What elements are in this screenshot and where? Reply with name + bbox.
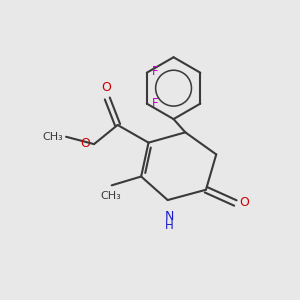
Text: F: F — [152, 97, 159, 110]
Text: O: O — [81, 137, 91, 150]
Text: O: O — [101, 81, 111, 94]
Text: CH₃: CH₃ — [100, 190, 121, 201]
Text: F: F — [152, 65, 159, 78]
Text: CH₃: CH₃ — [42, 132, 63, 142]
Text: H: H — [165, 219, 173, 232]
Text: O: O — [239, 196, 249, 209]
Text: N: N — [164, 210, 174, 224]
